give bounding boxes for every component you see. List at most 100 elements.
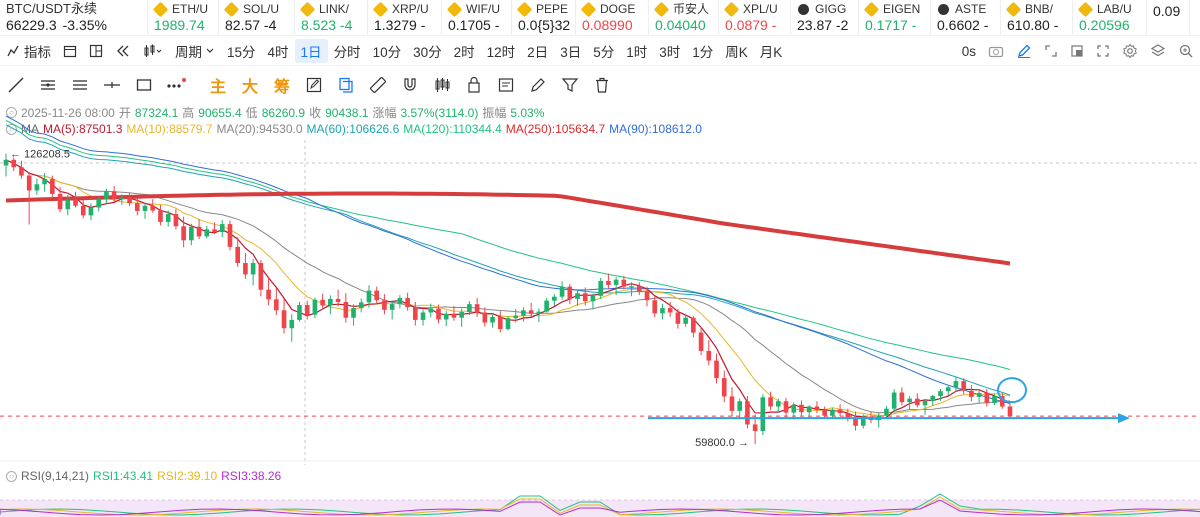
- cross-line-tool[interactable]: [96, 69, 128, 101]
- layout-button[interactable]: [83, 36, 109, 66]
- chart-type-button[interactable]: [137, 36, 169, 66]
- lock-tool[interactable]: [458, 69, 490, 101]
- candle-body: [119, 197, 125, 200]
- candle-body: [729, 396, 735, 411]
- candle-body: [266, 289, 271, 300]
- candle-body: [590, 295, 596, 302]
- candle-body: [891, 392, 897, 409]
- screenshot-button[interactable]: [982, 36, 1010, 66]
- candle-body: [351, 308, 356, 318]
- main-force-button[interactable]: 主: [202, 69, 234, 101]
- fullscreen-button[interactable]: [1038, 36, 1064, 66]
- period-tab[interactable]: 2时: [453, 44, 475, 60]
- parallel-lines-tool[interactable]: [32, 69, 64, 101]
- copy-tool[interactable]: [330, 69, 362, 101]
- horizontal-lines-icon: [73, 80, 87, 90]
- candle-body: [969, 390, 974, 397]
- rectangle-tool[interactable]: [128, 69, 160, 101]
- period-tab[interactable]: 12时: [486, 44, 516, 60]
- delete-tool[interactable]: [586, 69, 618, 101]
- layers-button[interactable]: [1144, 36, 1172, 66]
- ticker-item[interactable]: LAB/U 0.20596: [1073, 0, 1147, 36]
- delay-button[interactable]: 0s: [956, 36, 982, 66]
- candle-body: [181, 226, 186, 241]
- period-tab[interactable]: 周K: [725, 44, 748, 60]
- horizontal-lines-tool[interactable]: [64, 69, 96, 101]
- note-tool[interactable]: [490, 69, 522, 101]
- ticker-item[interactable]: DOGE 0.08990: [576, 0, 649, 36]
- candle-body: [606, 280, 611, 285]
- ticker-name-row: XPL/U: [723, 1, 790, 17]
- period-tab[interactable]: 10分: [372, 44, 402, 60]
- more-tools[interactable]: [160, 69, 192, 101]
- ma250-line: [5, 191, 1011, 266]
- info-toggle-icon[interactable]: ○: [6, 107, 17, 118]
- rsi-toggle-icon[interactable]: ○: [6, 470, 17, 482]
- ticker-price-row: 0.1705 -: [448, 16, 511, 34]
- ticker-name: DOGE: [600, 2, 636, 16]
- candle-body: [984, 392, 990, 404]
- period-tab[interactable]: 分时: [333, 44, 361, 60]
- period-tab[interactable]: 1日: [294, 38, 328, 63]
- candle-body: [436, 308, 441, 320]
- ticker-price: 0.6602 -: [937, 17, 989, 33]
- ticker-name: LAB/U: [1097, 2, 1132, 16]
- trash-icon: [596, 77, 608, 93]
- ticker-item[interactable]: 0.09: [1147, 0, 1190, 36]
- pen-tool[interactable]: [522, 69, 554, 101]
- period-tab[interactable]: 5分: [593, 44, 615, 60]
- candle-body: [358, 302, 364, 309]
- candle-body: [791, 404, 797, 413]
- ticker-item[interactable]: PEPE 0.0{5}32: [512, 0, 576, 36]
- window-button[interactable]: [1064, 36, 1090, 66]
- period-select[interactable]: 周期: [169, 36, 221, 66]
- candle-body: [806, 406, 812, 413]
- settings-button[interactable]: [1116, 36, 1144, 66]
- ticker-item[interactable]: SOL/U 82.57 -4: [219, 0, 295, 36]
- ticker-item[interactable]: EIGEN 0.1717 -: [859, 0, 931, 36]
- indicator-button[interactable]: 指标: [0, 36, 57, 66]
- calendar-button[interactable]: [57, 36, 83, 66]
- edit-icon: [306, 77, 322, 93]
- filter-tool[interactable]: [554, 69, 586, 101]
- trend-line-tool[interactable]: [0, 69, 32, 101]
- edit-tool[interactable]: [298, 69, 330, 101]
- ruler-tool[interactable]: [362, 69, 394, 101]
- replay-button[interactable]: [109, 36, 137, 66]
- ticker-name: GIGG: [815, 2, 847, 16]
- period-tab[interactable]: 15分: [227, 44, 256, 60]
- period-tab[interactable]: 2日: [527, 44, 549, 60]
- ticker-item[interactable]: GIGG 23.87 -2: [791, 0, 859, 36]
- magnet-tool[interactable]: [394, 69, 426, 101]
- ticker-item[interactable]: LINK/8.523 -4: [295, 0, 368, 36]
- ticker-item[interactable]: BNB/610.80 -: [1001, 0, 1073, 36]
- ticker-price-row: 0.0{5}32: [518, 16, 575, 34]
- period-tab[interactable]: 4时: [267, 44, 289, 60]
- period-tab[interactable]: 1时: [626, 44, 648, 60]
- period-tab[interactable]: 3日: [560, 44, 582, 60]
- period-tab[interactable]: 3时: [659, 44, 681, 60]
- ticker-item[interactable]: XRP/U 1.3279 -: [368, 0, 442, 36]
- candle-body: [783, 401, 789, 413]
- ticker-item[interactable]: ETH/U 1989.74: [148, 0, 219, 36]
- candles-tool[interactable]: [426, 69, 458, 101]
- ticker-item[interactable]: XPL/U 0.0879 -: [719, 0, 791, 36]
- period-tab[interactable]: 30分: [413, 44, 442, 60]
- big-order-button[interactable]: 大: [234, 69, 266, 101]
- draw-toggle-button[interactable]: [1010, 36, 1038, 66]
- legend-item: MA(5):87501.3: [43, 122, 123, 136]
- candle-body: [536, 311, 542, 314]
- ticker-item[interactable]: ASTE 0.6602 -: [931, 0, 1001, 36]
- period-tab[interactable]: 1分: [692, 44, 714, 60]
- zoom-button[interactable]: [1172, 36, 1200, 66]
- change-label: 涨幅: [372, 106, 397, 120]
- chips-button[interactable]: 筹: [266, 69, 298, 101]
- candle-body: [65, 199, 71, 210]
- period-tab[interactable]: 月K: [759, 44, 783, 60]
- ticker-item[interactable]: WIF/U 0.1705 -: [442, 0, 512, 36]
- ticker-item[interactable]: 币安人 0.04040: [649, 0, 719, 36]
- expand-button[interactable]: [1090, 36, 1116, 66]
- ticker-item[interactable]: BTC/USDT永续 66229.3 -3.35%: [0, 0, 148, 36]
- ma-toggle-icon[interactable]: ○: [6, 123, 17, 135]
